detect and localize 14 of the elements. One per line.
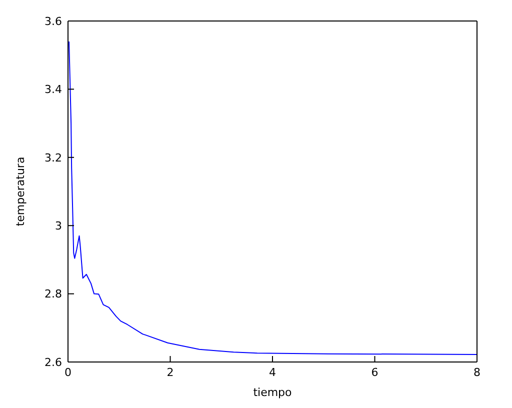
- y-tick-label: 3: [55, 220, 62, 233]
- y-tick-label: 3.6: [44, 14, 62, 28]
- line-series: [68, 40, 477, 355]
- y-tick-label: 3.4: [44, 83, 62, 96]
- y-axis-title: temperatura: [14, 156, 27, 226]
- x-tick-label: 4: [269, 366, 276, 379]
- x-tick-label: 2: [166, 366, 174, 379]
- x-tick-label: 6: [371, 366, 378, 379]
- y-tick-label: 2.8: [44, 288, 62, 301]
- x-tick-label: 8: [474, 366, 480, 379]
- x-tick-label: 0: [64, 366, 72, 379]
- y-tick-label: 3.2: [44, 151, 62, 164]
- y-tick-label: 2.6: [44, 356, 62, 369]
- x-axis-title: tiempo: [253, 386, 292, 399]
